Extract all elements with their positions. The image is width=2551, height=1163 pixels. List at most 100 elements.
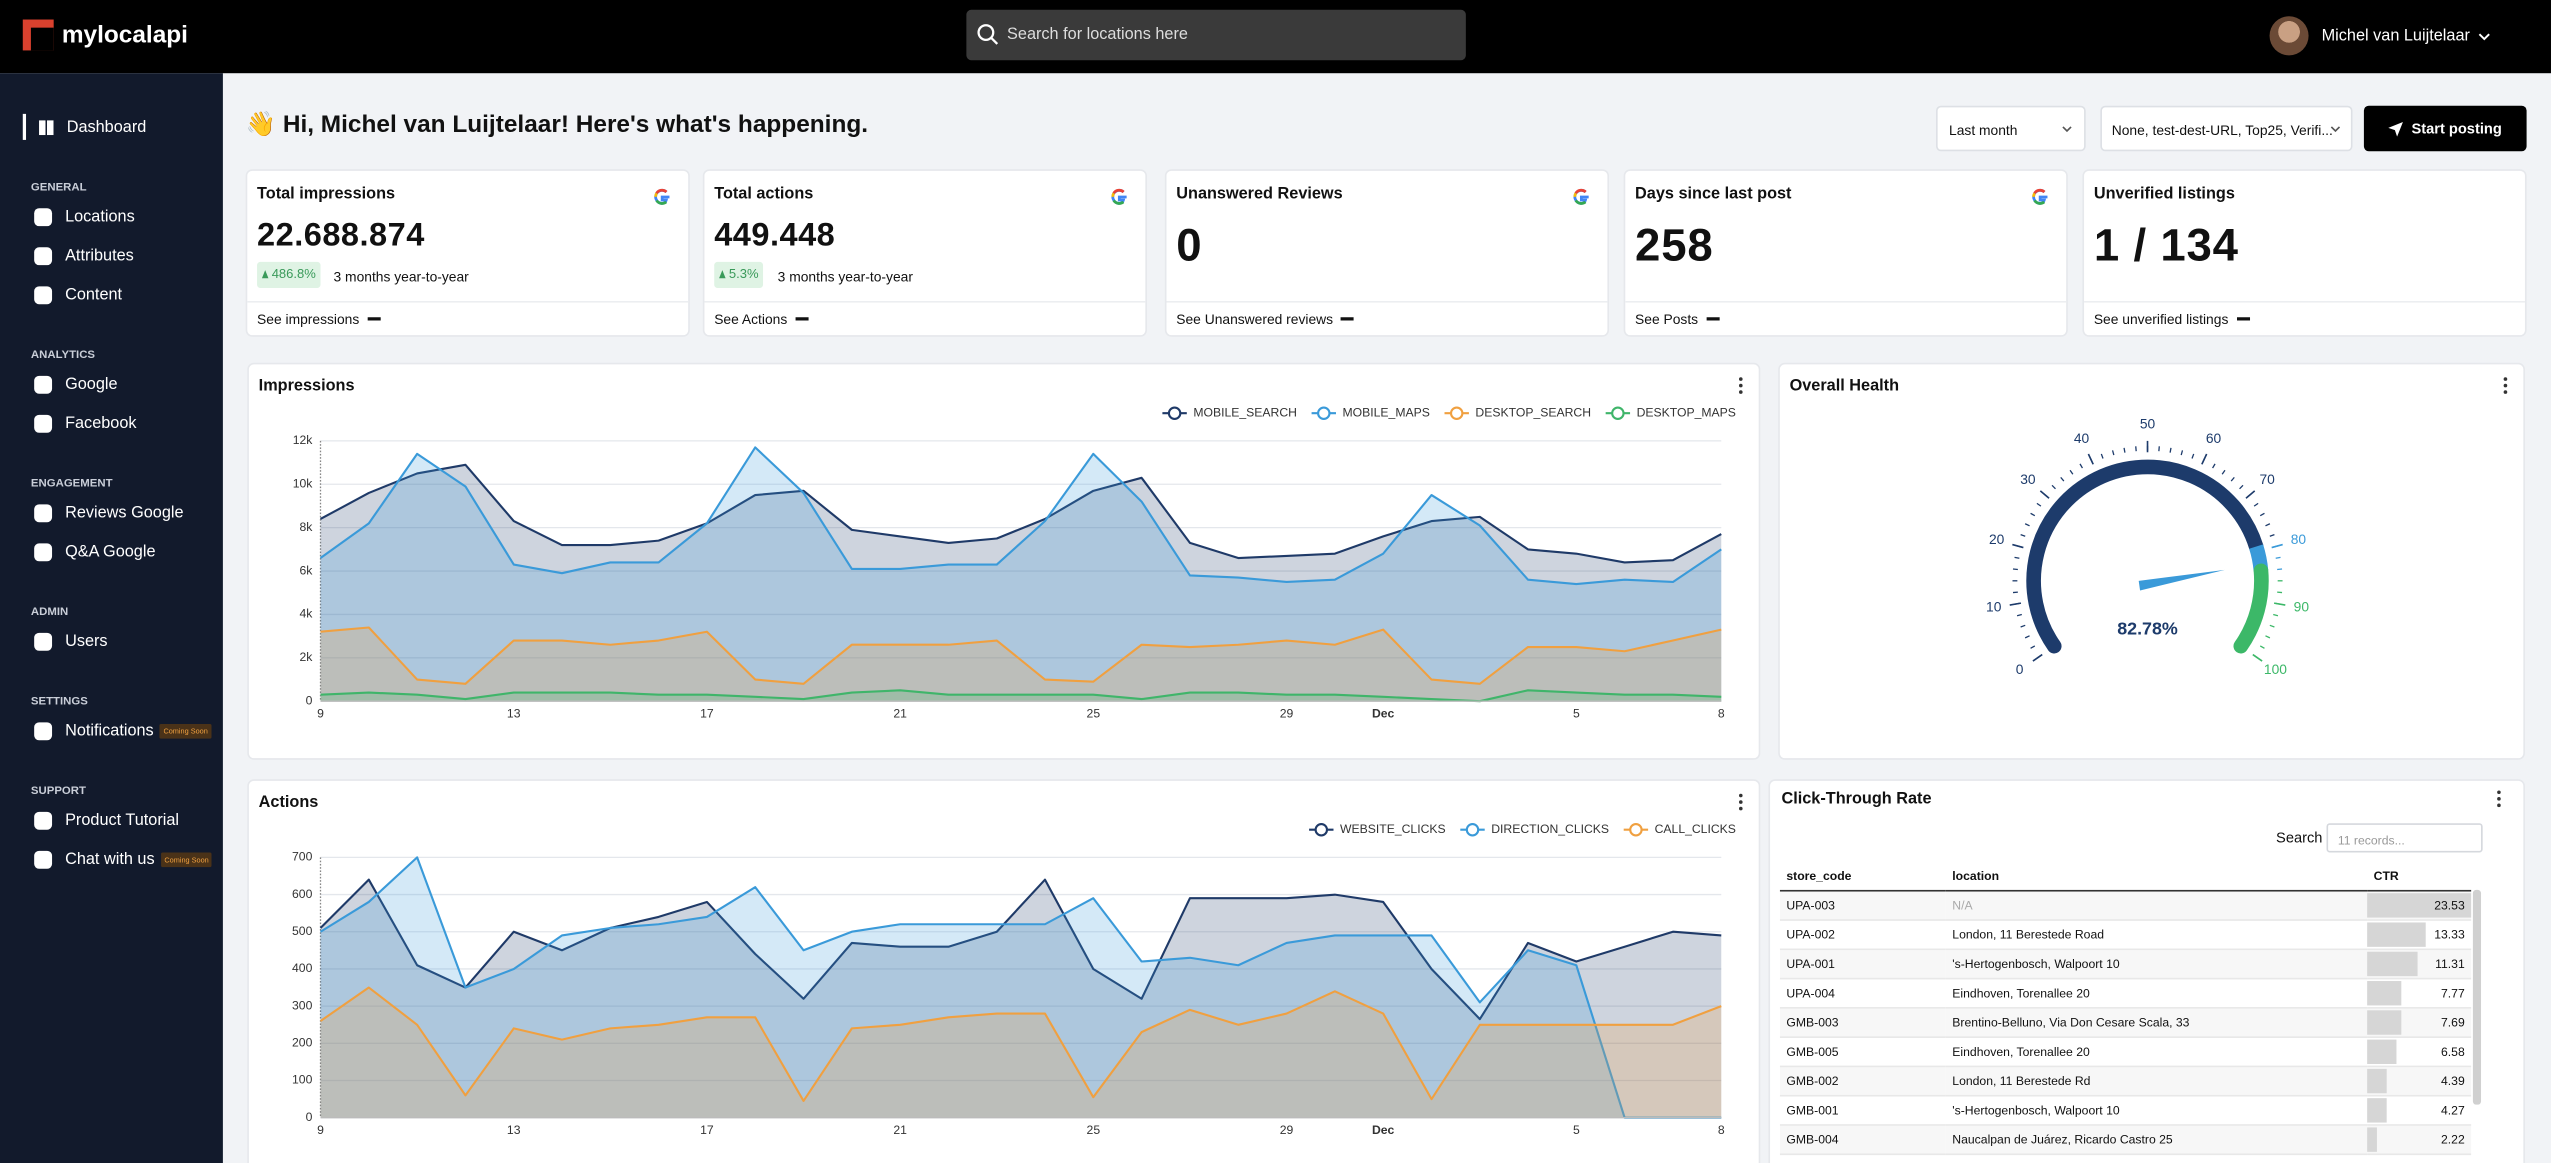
table-search-input[interactable]: 11 records... [2326,823,2483,853]
nav-label: Content [65,285,123,304]
nav-label: Google [65,375,118,393]
ctr-cell: 6.58 [2367,1037,2471,1066]
kpi-title: Unanswered Reviews [1176,185,1343,204]
ctr-cell: 11.31 [2367,949,2471,978]
table-row: UPA-001 's-Hertogenbosch, Walpoort 10 11.3… [1779,949,2472,979]
kpi-value: 0 [1176,219,1203,271]
ctr-cell: 7.77 [2367,979,2471,1008]
search-placeholder: Search for locations here [1007,26,1188,44]
search-box[interactable]: Search for locations here [966,9,1466,61]
table-row: UPA-004 Eindhoven, Torenallee 20 7.77 [1779,978,2472,1008]
start-posting-button[interactable]: Start posting [2363,105,2527,152]
google-icon [2030,185,2050,214]
kpi-link-arrow [1706,317,1720,320]
select-chevron [2330,126,2341,133]
impressions-card [247,362,1761,760]
nav-label: Chat with us [65,850,155,868]
sidebar-section-title: GENERAL [30,182,87,194]
table-row: GMB-003 Brentino-Belluno, Via Don Cesare … [1779,1007,2472,1038]
nav-item[interactable]: Chat with us Coming Soon [34,846,213,872]
actions-card [247,779,1761,1163]
table-cell: Naucalpan de Juárez, Ricardo Castro 25 [1952,1132,2173,1147]
kpi-change: 486.8% [271,266,316,282]
ctr-bar [2367,893,2472,918]
kpi-link-label: See unverified listings [2093,310,2229,328]
card-title: Actions [258,793,319,812]
kpi-card: Total actions 449.448 5.3% 3 months year-to… [702,169,1147,337]
kpi-link[interactable]: See Unanswered reviews [1176,310,1355,328]
logo-icon [22,19,54,51]
kpi-divider [1166,300,1608,303]
logo-icon-inner [30,27,54,51]
greeting: 👋 Hi, Michel van Luijtelaar! Here's what… [245,110,869,139]
kpi-link[interactable]: See impressions [257,311,381,327]
column-label: CTR [2373,868,2399,884]
kpi-value: 258 [1635,219,1714,271]
column-header[interactable]: location [1946,862,2367,890]
nav-item[interactable]: Product Tutorial [34,807,179,833]
table-cell: Eindhoven, Torenallee 20 [1952,985,2090,1001]
card-title: Overall Health [1789,377,1900,396]
ctr-bar [2367,1039,2397,1064]
ctr-table: store_code location CTR UPA-003 N/A 23.53 UPA-… [1779,862,2472,1155]
nav-icon [34,850,53,868]
nav-item[interactable]: Users [34,628,108,654]
sidebar-section-title: ADMIN [30,606,69,619]
google-icon [652,185,672,214]
kpi-link[interactable]: See Posts [1635,311,1720,327]
nav-icon [34,285,53,304]
google-icon [1572,185,1592,214]
nav-item[interactable]: Google [34,371,118,397]
kpi-link-arrow [2236,317,2250,320]
nav-icon [34,246,53,265]
nav-icon [34,414,53,432]
kpi-title: Total impressions [257,185,396,204]
nav-label: Product Tutorial [65,811,180,829]
table-row: GMB-004 Naucalpan de Juárez, Ricardo Cast… [1779,1125,2472,1155]
ctr-bar [2367,1127,2377,1152]
nav-label: Notifications [65,721,154,740]
active-indicator [22,113,27,140]
ctr-bar [2367,1010,2402,1035]
column-header[interactable]: CTR [2367,862,2471,890]
nav-item[interactable]: Attributes [34,242,134,268]
kpi-link[interactable]: See Actions [714,311,809,327]
labels-select[interactable]: None, test-dest-URL, Top25, Verifi... [2100,105,2353,152]
ctr-bar [2367,1068,2387,1094]
kpi-period: 3 months year-to-year [777,268,913,285]
google-logo [2032,188,2048,205]
ctr-value: 23.53 [2434,898,2465,913]
kpi-change-arrow [261,270,269,279]
google-logo [1111,188,1127,205]
user-menu-chevron[interactable] [2478,33,2491,43]
nav-label: Facebook [65,414,137,432]
nav-item[interactable]: Reviews Google [34,499,184,525]
table-cell: 's-Hertogenbosch, Walpoort 10 [1952,956,2120,972]
table-cell: UPA-002 [1786,927,1835,942]
column-header[interactable]: store_code [1780,862,1946,890]
google-icon [1110,185,1130,214]
table-cell: GMB-004 [1786,1132,1839,1147]
nav-item-active[interactable]: Dashboard [39,114,146,140]
nav-item[interactable]: Content [34,281,122,307]
kpi-divider [2084,300,2525,303]
nav-icon [34,503,53,522]
period-select[interactable]: Last month [1936,105,2086,152]
user-name[interactable]: Michel van Luijtelaar [2321,27,2470,46]
period-select-value: Last month [1949,122,2018,139]
nav-item[interactable]: Notifications Coming Soon [34,717,212,743]
table-cell: UPA-001 [1786,956,1835,972]
kpi-title: Unverified listings [2093,185,2235,204]
kpi-link[interactable]: See unverified listings [2094,311,2250,327]
card-title: Click-Through Rate [1781,790,1932,809]
nav-item[interactable]: Locations [34,203,135,229]
kpi-link-arrow [795,317,809,320]
card-title: Impressions [258,377,355,396]
ctr-value: 6.58 [2441,1044,2465,1060]
nav-item[interactable]: Q&A Google [34,539,156,565]
kpi-link-label: See Unanswered reviews [1176,310,1334,328]
avatar[interactable] [2269,16,2309,56]
nav-item[interactable]: Facebook [34,410,137,436]
